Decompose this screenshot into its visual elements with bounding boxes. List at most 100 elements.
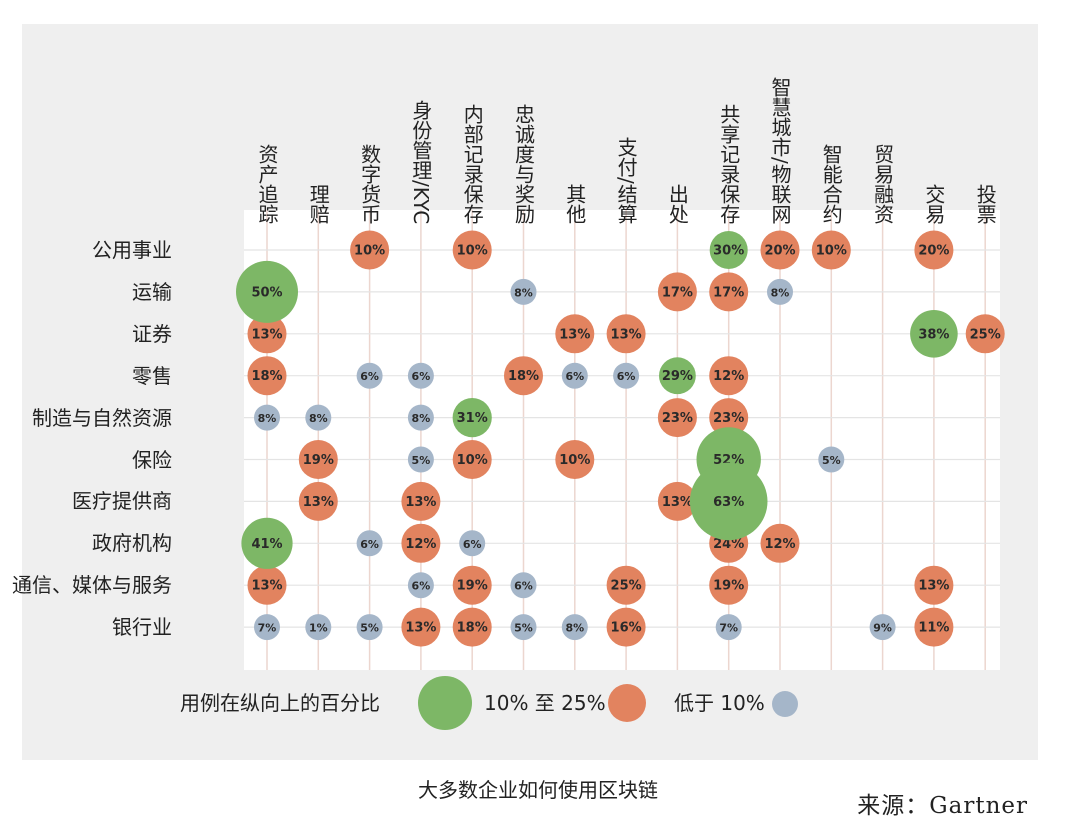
bubble (606, 607, 646, 647)
bubble-label: 8% (771, 286, 790, 299)
column-label-text: 资产追踪 (255, 144, 279, 224)
bubble-label: 6% (514, 580, 533, 593)
bubble-label: 13% (918, 579, 949, 594)
bubble-label: 38% (918, 327, 949, 342)
bubble-label: 5% (514, 622, 533, 635)
bubble (767, 278, 793, 305)
bubble-label: 8% (258, 412, 277, 425)
bubble (298, 440, 338, 479)
bubble-label: 11% (918, 621, 949, 636)
bubble (760, 230, 800, 270)
bubble (401, 523, 441, 563)
bubble-label: 5% (360, 622, 379, 635)
bubble-label: 50% (251, 285, 282, 300)
bubble-label: 8% (309, 412, 328, 425)
column-label-text: 支付/结算 (614, 137, 639, 224)
bubble (715, 614, 742, 641)
bubble-label: 6% (412, 370, 431, 383)
column-label: 其他 (558, 54, 592, 224)
bubble-label: 6% (617, 370, 636, 383)
bubble (356, 614, 383, 641)
bubble (452, 230, 492, 270)
chart-caption: 大多数企业如何使用区块链 (418, 778, 658, 802)
bubble (811, 230, 851, 270)
column-label: 数字货币 (353, 54, 387, 224)
bubble-label: 12% (713, 369, 744, 384)
row-label: 公用事业 (92, 238, 172, 262)
bubble (247, 565, 287, 605)
bubble (504, 356, 543, 396)
column-label: 出处 (660, 54, 694, 224)
bubble (818, 446, 845, 473)
column-label-text: 身份管理/KYC (408, 99, 433, 224)
bubble (709, 565, 749, 605)
bubble (407, 404, 434, 431)
bubble (356, 530, 383, 557)
bubble-label: 7% (258, 622, 277, 635)
column-label-text: 出处 (665, 184, 690, 224)
bubble-label: 6% (412, 580, 431, 593)
bubble (561, 614, 588, 641)
bubble-label: 23% (662, 411, 693, 426)
column-label-text: 智能合约 (819, 144, 844, 224)
column-label-text: 理赔 (306, 184, 331, 224)
row-label: 医疗提供商 (72, 489, 172, 514)
bubble-label: 8% (514, 286, 533, 299)
legend-label-low: 低于 10% (674, 691, 765, 715)
legend-title: 用例在纵向上的百分比 (180, 691, 380, 715)
bubble (657, 481, 697, 521)
bubble-label: 13% (405, 621, 436, 636)
bubble (305, 614, 332, 641)
bubble-label: 19% (713, 579, 744, 594)
bubble (247, 356, 287, 396)
bubble-label: 10% (559, 453, 590, 468)
bubble-label: 1% (309, 622, 328, 635)
bubble-label: 13% (611, 327, 642, 342)
bubble (350, 230, 390, 270)
bubble-label: 63% (713, 495, 744, 510)
column-label: 资产追踪 (250, 54, 284, 224)
bubble (910, 310, 958, 358)
bubble-label: 31% (457, 411, 488, 426)
bubble-label: 13% (251, 579, 282, 594)
column-label-text: 共享记录保存 (716, 104, 741, 224)
bubble-label: 10% (457, 244, 488, 259)
bubble-label: 7% (719, 622, 738, 635)
bubble (407, 572, 434, 599)
bubble-label: 13% (662, 495, 693, 510)
bubble (401, 481, 441, 521)
bubble-label: 6% (463, 538, 482, 551)
bubble-label: 41% (251, 537, 282, 552)
column-label-text: 智慧城市/物联网 (768, 77, 792, 224)
column-label: 贸易融资 (866, 54, 900, 224)
row-label: 证券 (132, 321, 172, 346)
bubble-label: 29% (662, 369, 693, 384)
bubble-label: 13% (559, 327, 590, 342)
bubble-chart: 1% 5% 5% 5% 5% 6% 6% 6% 6% 6% 6% 6% 6% 7% 7% 8% 8% 8% 8% 8%… (236, 210, 1005, 670)
column-label: 忠诚度与奖励 (507, 54, 541, 224)
bubble-label: 10% (457, 453, 488, 468)
bubble-label: 17% (662, 285, 693, 300)
bubble (459, 530, 486, 557)
legend-marker-mid (608, 684, 646, 722)
bubble-label: 25% (611, 579, 642, 594)
bubble-label: 18% (251, 369, 282, 384)
row-label: 保险 (132, 447, 172, 472)
bubble-label: 18% (457, 621, 488, 636)
bubble (247, 314, 287, 354)
bubble-label: 12% (405, 537, 436, 552)
bubble-label: 10% (816, 244, 847, 259)
bubble-label: 16% (611, 621, 642, 636)
column-label-text: 贸易融资 (870, 144, 895, 224)
bubble (452, 607, 492, 647)
column-label: 内部记录保存 (455, 54, 489, 224)
bubble-label: 9% (873, 622, 892, 635)
bubble (606, 314, 646, 354)
column-label: 交易 (917, 54, 951, 224)
bubble-label: 10% (354, 244, 385, 259)
bubble (709, 272, 749, 312)
bubble (657, 398, 697, 438)
bubble (760, 523, 800, 563)
bubble-label: 20% (918, 244, 949, 259)
column-label: 身份管理/KYC (404, 54, 438, 224)
